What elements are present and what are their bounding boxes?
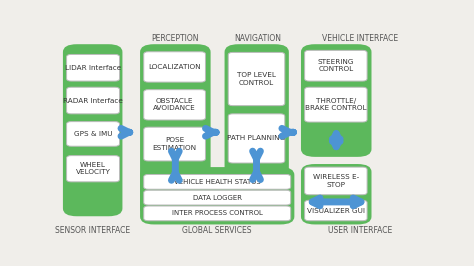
- Text: SENSOR INTERFACE: SENSOR INTERFACE: [55, 226, 130, 235]
- FancyBboxPatch shape: [144, 206, 291, 221]
- Text: RADAR Interface: RADAR Interface: [63, 98, 123, 103]
- FancyBboxPatch shape: [144, 127, 205, 161]
- Text: GLOBAL SERVICES: GLOBAL SERVICES: [182, 226, 252, 235]
- FancyBboxPatch shape: [301, 44, 372, 157]
- Text: NAVIGATION: NAVIGATION: [234, 34, 281, 43]
- Text: VISUALIZER GUI: VISUALIZER GUI: [307, 207, 365, 214]
- Text: USER INTERFACE: USER INTERFACE: [328, 226, 392, 235]
- Text: OBSTACLE
AVOIDANCE: OBSTACLE AVOIDANCE: [153, 98, 196, 111]
- Text: DATA LOGGER: DATA LOGGER: [193, 195, 242, 201]
- Text: WIRELESS E-
STOP: WIRELESS E- STOP: [313, 174, 359, 188]
- Text: GPS & IMU: GPS & IMU: [74, 131, 112, 137]
- Text: PATH PLANNING: PATH PLANNING: [228, 135, 286, 142]
- FancyBboxPatch shape: [140, 44, 210, 216]
- FancyBboxPatch shape: [140, 167, 294, 225]
- Text: POSE
ESTIMATION: POSE ESTIMATION: [153, 138, 197, 151]
- Text: TOP LEVEL
CONTROL: TOP LEVEL CONTROL: [237, 72, 276, 86]
- FancyBboxPatch shape: [228, 114, 285, 163]
- FancyBboxPatch shape: [305, 200, 367, 221]
- FancyBboxPatch shape: [144, 52, 205, 82]
- FancyBboxPatch shape: [301, 164, 372, 225]
- FancyBboxPatch shape: [66, 156, 119, 182]
- Text: STEERING
CONTROL: STEERING CONTROL: [318, 59, 354, 72]
- Text: THROTTLE/
BRAKE CONTROL: THROTTLE/ BRAKE CONTROL: [305, 98, 366, 111]
- FancyBboxPatch shape: [305, 167, 367, 195]
- FancyBboxPatch shape: [305, 87, 367, 122]
- Text: VEHICLE INTERFACE: VEHICLE INTERFACE: [322, 34, 399, 43]
- FancyBboxPatch shape: [305, 50, 367, 81]
- FancyBboxPatch shape: [66, 87, 119, 114]
- Text: LIDAR Interface: LIDAR Interface: [65, 65, 121, 71]
- FancyBboxPatch shape: [66, 122, 119, 146]
- FancyBboxPatch shape: [63, 44, 122, 216]
- Text: PERCEPTION: PERCEPTION: [151, 34, 199, 43]
- Text: WHEEL
VELOCITY: WHEEL VELOCITY: [76, 162, 110, 175]
- FancyBboxPatch shape: [225, 44, 289, 216]
- FancyBboxPatch shape: [144, 90, 205, 120]
- FancyBboxPatch shape: [66, 55, 119, 81]
- Text: VEHICLE HEALTH STATUS: VEHICLE HEALTH STATUS: [174, 179, 261, 185]
- FancyBboxPatch shape: [144, 190, 291, 205]
- FancyBboxPatch shape: [228, 52, 285, 106]
- FancyBboxPatch shape: [144, 174, 291, 189]
- Text: INTER PROCESS CONTROL: INTER PROCESS CONTROL: [172, 210, 263, 216]
- Text: LOCALIZATION: LOCALIZATION: [148, 64, 201, 70]
